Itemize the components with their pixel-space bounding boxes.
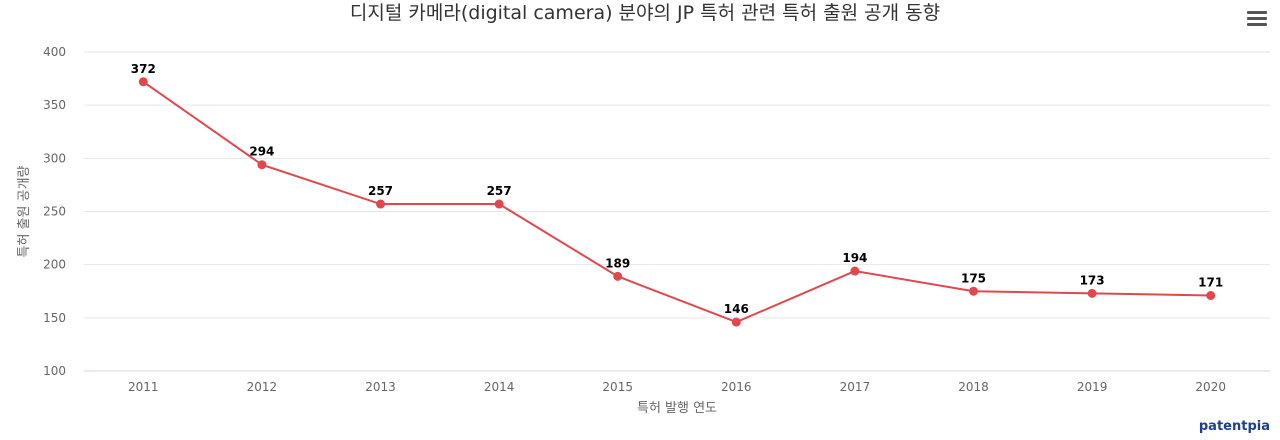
x-tick-label: 2014 xyxy=(484,380,515,394)
data-label: 257 xyxy=(368,184,393,198)
y-tick-label: 350 xyxy=(43,98,66,112)
x-tick-label: 2020 xyxy=(1195,380,1226,394)
data-label: 173 xyxy=(1080,273,1105,287)
series-group: 372 294 257 257 189 146 194 175 173 171 xyxy=(131,62,1223,327)
x-tick-label: 2019 xyxy=(1077,380,1108,394)
data-point xyxy=(1087,288,1097,298)
y-tick-label: 300 xyxy=(43,151,66,165)
series-line xyxy=(142,80,1211,324)
x-tick-label: 2013 xyxy=(365,380,396,394)
data-point xyxy=(376,199,385,209)
y-axis-ticks: 100 150 200 250 300 350 400 xyxy=(43,45,66,378)
chart-title: 디지털 카메라(digital camera) 분야의 JP 특허 관련 특허 … xyxy=(350,2,940,24)
x-axis-title: 특허 발행 연도 xyxy=(637,400,717,416)
y-tick-label: 400 xyxy=(43,45,66,59)
hamburger-menu-icon xyxy=(1247,11,1267,14)
y-tick-label: 100 xyxy=(43,364,66,378)
data-label: 175 xyxy=(961,271,986,285)
data-label: 372 xyxy=(131,62,156,76)
y-tick-label: 150 xyxy=(43,311,66,325)
data-label: 194 xyxy=(842,251,867,265)
chart-menu-button[interactable] xyxy=(1246,8,1268,28)
data-point xyxy=(850,266,860,276)
data-label: 146 xyxy=(724,302,749,316)
y-tick-label: 250 xyxy=(43,205,66,219)
data-point xyxy=(1206,291,1216,301)
data-label: 257 xyxy=(487,184,512,198)
data-point xyxy=(138,77,148,87)
x-tick-label: 2017 xyxy=(840,380,871,394)
x-tick-label: 2015 xyxy=(602,380,633,394)
credit-link[interactable]: patentpia xyxy=(1198,419,1270,434)
y-tick-label: 200 xyxy=(43,258,66,272)
x-axis-ticks: 2011 2012 2013 2014 2015 2016 2017 2018 2019 2020 xyxy=(128,380,1226,394)
data-point xyxy=(969,286,978,296)
data-point xyxy=(613,271,623,281)
data-label: 294 xyxy=(249,145,274,159)
y-axis-title: 특허 출원 공개량 xyxy=(17,165,32,257)
data-label: 171 xyxy=(1198,276,1223,290)
data-label: 189 xyxy=(605,256,630,270)
data-point xyxy=(494,199,504,209)
data-point xyxy=(257,160,267,170)
x-tick-label: 2016 xyxy=(721,380,752,394)
data-point xyxy=(731,317,741,327)
x-tick-label: 2012 xyxy=(247,380,278,394)
x-tick-label: 2011 xyxy=(128,380,159,394)
x-tick-label: 2018 xyxy=(958,380,989,394)
grid-lines xyxy=(84,51,1270,319)
